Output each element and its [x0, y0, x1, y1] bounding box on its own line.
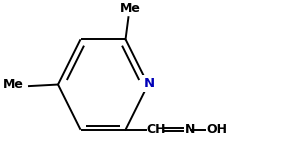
Text: Me: Me [3, 78, 23, 91]
Text: OH: OH [207, 123, 228, 136]
Text: N: N [144, 77, 155, 90]
Text: N: N [184, 123, 195, 136]
Text: CH: CH [147, 123, 166, 136]
Text: Me: Me [120, 2, 140, 15]
